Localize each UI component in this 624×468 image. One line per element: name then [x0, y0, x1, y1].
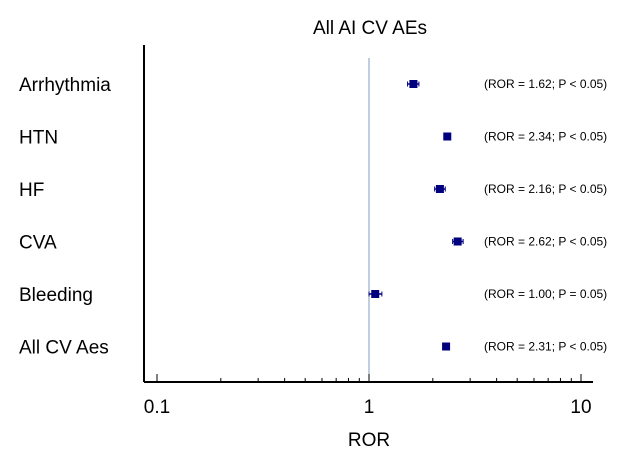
category-label: Arrhythmia	[19, 75, 111, 96]
rows-layer: Arrhythmia (ROR = 1.62; P < 0.05) HTN (ROR …	[19, 58, 607, 382]
ror-annotation: (ROR = 2.31; P < 0.05)	[484, 340, 607, 354]
point-estimate	[453, 237, 462, 246]
x-tick-label: 0.1	[144, 397, 170, 418]
category-label: CVA	[19, 233, 57, 254]
category-label: All CV Aes	[19, 338, 109, 359]
ror-annotation: (ROR = 2.16; P < 0.05)	[484, 182, 607, 196]
point-estimate	[371, 290, 380, 298]
x-tick-label: 1	[364, 397, 375, 418]
ror-annotation: (ROR = 1.00; P = 0.05)	[484, 287, 607, 301]
x-tick-label: 10	[570, 397, 591, 418]
ror-annotation: (ROR = 2.34; P < 0.05)	[484, 130, 607, 144]
forest-row: HF (ROR = 2.16; P < 0.05)	[19, 180, 607, 201]
point-estimate	[442, 342, 451, 351]
x-axis-label: ROR	[348, 430, 390, 451]
point-estimate	[443, 132, 452, 141]
chart-title: All AI CV AEs	[313, 18, 427, 39]
forest-row: Arrhythmia (ROR = 1.62; P < 0.05)	[19, 75, 607, 96]
ror-annotation: (ROR = 2.62; P < 0.05)	[484, 235, 607, 249]
category-label: HF	[19, 180, 44, 201]
forest-row: All CV Aes (ROR = 2.31; P < 0.05)	[19, 338, 607, 359]
category-label: Bleeding	[19, 285, 93, 306]
ror-annotation: (ROR = 1.62; P < 0.05)	[484, 77, 607, 91]
forest-row: Bleeding (ROR = 1.00; P = 0.05)	[19, 285, 607, 306]
ticks-layer: 0.1 1 10	[144, 374, 592, 418]
point-estimate	[435, 185, 444, 193]
forest-row: HTN (ROR = 2.34; P < 0.05)	[19, 128, 607, 149]
point-estimate	[409, 80, 418, 88]
forest-row: CVA (ROR = 2.62; P < 0.05)	[19, 233, 607, 254]
category-label: HTN	[19, 128, 58, 149]
